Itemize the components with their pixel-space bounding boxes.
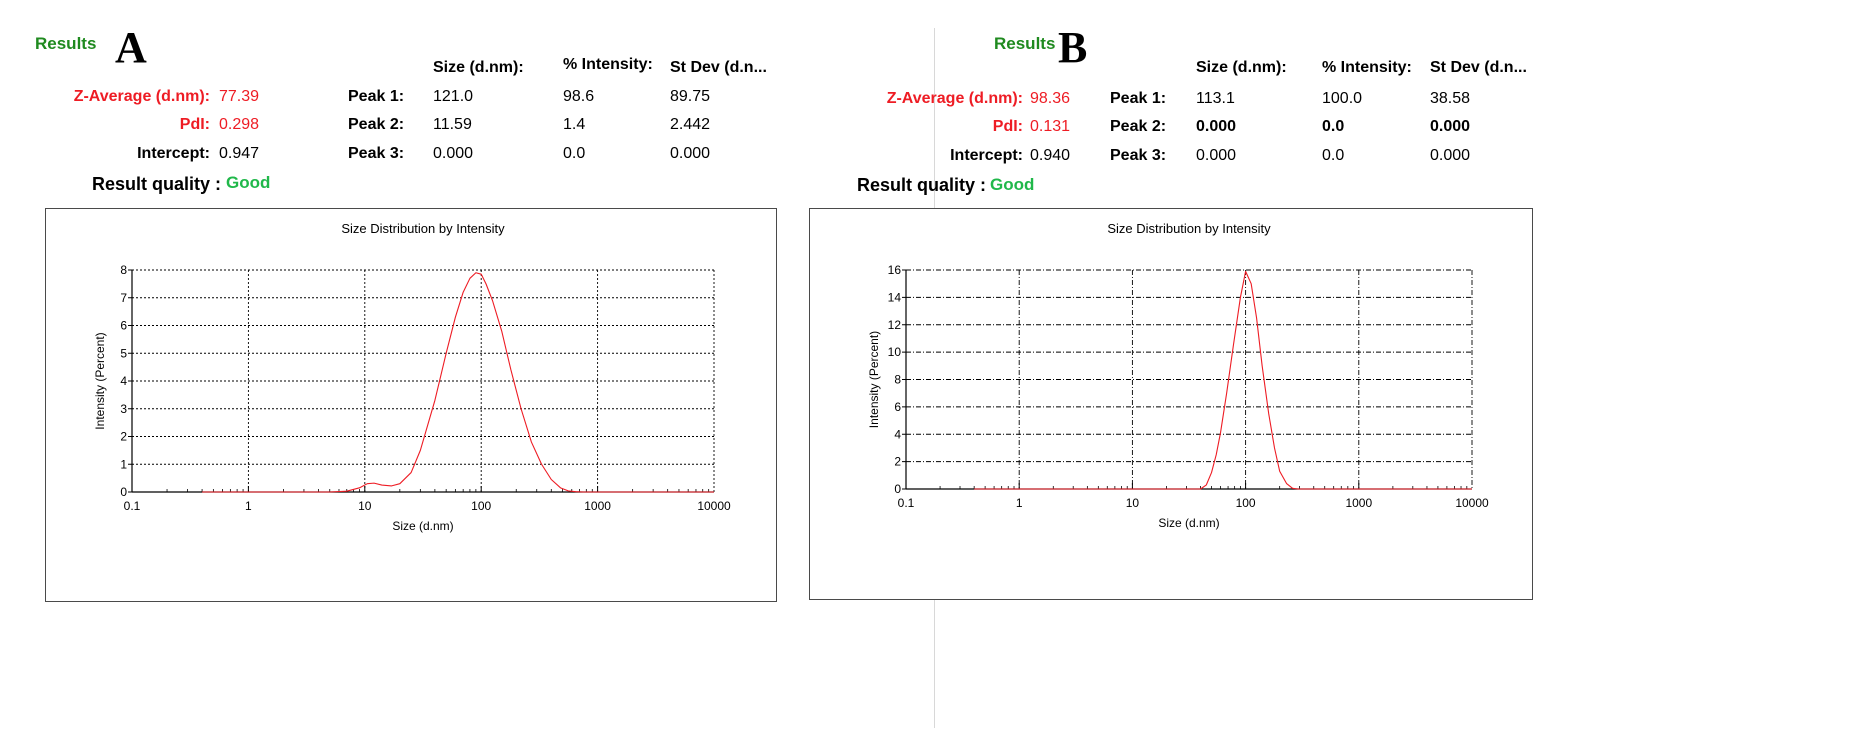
- results-panel-a: Results A Size (d.nm): % Intensity: St D…: [35, 23, 777, 602]
- peak-1-label: Peak 1:: [348, 88, 405, 105]
- y-tick-label: 16: [888, 263, 902, 277]
- peak-1-label: Peak 1:: [1110, 90, 1167, 107]
- peak-2-stdev: 0.000: [1430, 118, 1471, 135]
- y-tick-label: 2: [894, 455, 901, 469]
- peak-2-stdev: 2.442: [670, 116, 711, 133]
- pdi-label: PdI:: [179, 116, 210, 133]
- y-tick-label: 0: [120, 485, 127, 499]
- peak-2-intensity: 0.0: [1322, 118, 1345, 135]
- size-distribution-plot: Size Distribution by Intensity 0 2 4 6 8 10 12 1…: [867, 221, 1489, 530]
- x-tick-label: 100: [1236, 496, 1256, 510]
- peak-2-label: Peak 2:: [348, 116, 405, 133]
- peak-3-size: 0.000: [433, 145, 474, 162]
- peak-1-size: 113.1: [1196, 90, 1235, 107]
- peak-1-intensity: 100.0: [1322, 90, 1363, 107]
- z-average-label: Z-Average (d.nm):: [886, 90, 1023, 107]
- y-tick-label: 12: [888, 318, 902, 332]
- peak-1-stdev: 89.75: [670, 88, 711, 105]
- peak-3-stdev: 0.000: [1430, 147, 1471, 164]
- x-tick-label: 1: [1016, 496, 1023, 510]
- y-tick-label: 10: [888, 345, 902, 359]
- y-tick-label: 1: [120, 457, 127, 471]
- peak-3-size: 0.000: [1196, 147, 1237, 164]
- results-heading: Results: [35, 34, 97, 53]
- results-heading: Results: [994, 34, 1056, 53]
- y-tick-label: 0: [894, 482, 901, 496]
- y-tick-label: 3: [120, 402, 127, 416]
- chart-title: Size Distribution by Intensity: [341, 221, 505, 236]
- size-distribution-chart: Size Distribution by Intensity 0 1 2 3 4 5 6 7 8 0…: [45, 208, 777, 602]
- peak-2-intensity: 1.4: [563, 116, 586, 133]
- result-quality-label: Result quality :: [857, 175, 987, 195]
- peak-1-intensity: 98.6: [563, 88, 595, 105]
- y-tick-label: 2: [120, 430, 127, 444]
- peak-2-label: Peak 2:: [1110, 118, 1167, 135]
- x-tick-label: 10000: [1455, 496, 1489, 510]
- x-tick-label: 1000: [584, 499, 611, 513]
- panel-letter: A: [115, 23, 147, 72]
- peak-1-stdev: 38.58: [1430, 90, 1471, 107]
- result-quality-value: Good: [990, 175, 1035, 194]
- intercept-value: 0.940: [1030, 147, 1071, 164]
- z-average-value: 98.36: [1030, 90, 1071, 107]
- x-axis-label: Size (d.nm): [1158, 516, 1219, 530]
- x-tick-label: 10: [1126, 496, 1140, 510]
- x-tick-label: 10: [358, 499, 372, 513]
- x-tick-label: 1: [245, 499, 252, 513]
- size-column-header: Size (d.nm):: [1196, 59, 1287, 76]
- intensity-column-header: % Intensity:: [563, 56, 653, 73]
- panel-letter: B: [1058, 23, 1088, 72]
- size-distribution-chart: Size Distribution by Intensity 0 2 4 6 8 10 12 1…: [809, 208, 1533, 600]
- intensity-column-header: % Intensity:: [1322, 59, 1412, 76]
- z-average-value: 77.39: [219, 88, 260, 105]
- intercept-label: Intercept:: [137, 145, 210, 162]
- distribution-curve: [202, 272, 714, 493]
- y-tick-label: 8: [894, 373, 901, 387]
- intercept-label: Intercept:: [950, 147, 1023, 164]
- pdi-value: 0.131: [1030, 118, 1071, 135]
- x-tick-label: 1000: [1345, 496, 1372, 510]
- x-tick-label: 10000: [697, 499, 731, 513]
- intercept-value: 0.947: [219, 145, 260, 162]
- peak-3-intensity: 0.0: [1322, 147, 1345, 164]
- stdev-column-header: St Dev (d.n...: [1430, 59, 1527, 76]
- x-axis-label: Size (d.nm): [392, 519, 453, 533]
- peak-2-size: 0.000: [1196, 118, 1237, 135]
- peak-1-size: 121.0: [433, 88, 474, 105]
- peak-3-label: Peak 3:: [348, 145, 405, 162]
- distribution-curve: [974, 270, 1472, 490]
- x-tick-label: 0.1: [124, 499, 141, 513]
- results-panel-b: Results B Size (d.nm): % Intensity: St D…: [809, 0, 1860, 748]
- size-distribution-plot: Size Distribution by Intensity 0 1 2 3 4 5 6 7 8 0…: [93, 221, 731, 533]
- pdi-label: PdI:: [992, 118, 1023, 135]
- z-average-label: Z-Average (d.nm):: [73, 88, 210, 105]
- chart-title: Size Distribution by Intensity: [1107, 221, 1271, 236]
- peak-3-label: Peak 3:: [1110, 147, 1167, 164]
- y-tick-label: 6: [120, 319, 127, 333]
- y-axis-label: Intensity (Percent): [867, 331, 881, 428]
- y-tick-label: 8: [120, 263, 127, 277]
- x-tick-label: 0.1: [898, 496, 915, 510]
- y-tick-label: 7: [120, 291, 127, 305]
- pdi-value: 0.298: [219, 116, 260, 133]
- peak-3-intensity: 0.0: [563, 145, 586, 162]
- y-tick-label: 4: [120, 374, 127, 388]
- stdev-column-header: St Dev (d.n...: [670, 59, 767, 76]
- peak-3-stdev: 0.000: [670, 145, 711, 162]
- size-column-header: Size (d.nm):: [433, 59, 524, 76]
- result-quality-label: Result quality :: [92, 174, 222, 194]
- y-tick-label: 5: [120, 346, 127, 360]
- peak-2-size: 11.59: [433, 116, 472, 133]
- x-tick-label: 100: [471, 499, 491, 513]
- result-quality-value: Good: [226, 173, 271, 192]
- y-axis-label: Intensity (Percent): [93, 332, 107, 429]
- y-tick-label: 14: [888, 290, 902, 304]
- y-tick-label: 6: [894, 400, 901, 414]
- y-tick-label: 4: [894, 427, 901, 441]
